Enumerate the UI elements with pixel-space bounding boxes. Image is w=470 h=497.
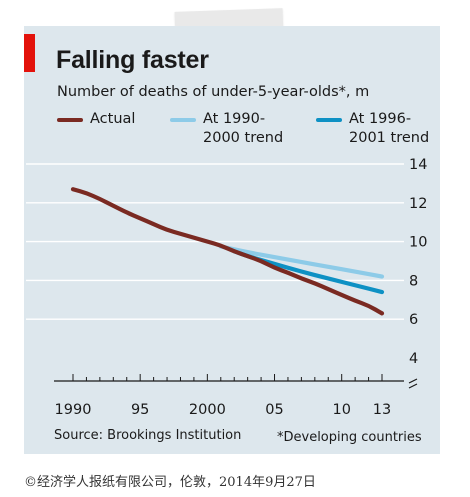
legend-swatch-trend-1996 — [316, 118, 342, 122]
legend-item-trend-1990: At 1990- 2000 trend — [170, 110, 300, 150]
legend-swatch-actual — [57, 118, 83, 122]
y-tick-label-4: 4 — [409, 351, 418, 367]
gridlines — [26, 163, 404, 320]
series-line-0 — [70, 187, 385, 316]
chart-subtitle: Number of deaths of under-5-year-olds*, … — [57, 84, 370, 100]
x-tick-label-1990: 1990 — [55, 402, 92, 418]
red-accent-bar — [24, 34, 35, 72]
y-tick-label-6: 6 — [409, 312, 418, 328]
copyright-line: ©经济学人报纸有限公司，伦敦，2014年9月27日 — [24, 475, 316, 490]
chart-panel — [24, 26, 440, 454]
x-tick-label-2013: 13 — [373, 402, 391, 418]
legend-label-trend-1990: At 1990- 2000 trend — [203, 111, 284, 146]
y-tick-label-14: 14 — [409, 157, 427, 173]
x-tick-label-2000: 2000 — [189, 402, 226, 418]
legend-label-trend-1996: At 1996- 2001 trend — [349, 111, 430, 146]
chart-title: Falling faster — [56, 46, 209, 74]
y-tick-label-8: 8 — [409, 273, 418, 289]
x-tick-label-2010: 10 — [332, 402, 350, 418]
x-tick-label-2005: 05 — [265, 402, 283, 418]
axis-break-mark — [408, 378, 418, 389]
legend-item-trend-1996: At 1996- 2001 trend — [316, 110, 440, 150]
source-note: Source: Brookings Institution — [54, 428, 242, 443]
footnote: *Developing countries — [277, 430, 422, 445]
legend-item-actual: Actual — [57, 110, 157, 150]
series-lines — [70, 187, 385, 316]
x-axis: 1990 95 2000 05 10 13 — [54, 374, 418, 418]
y-tick-labels: 4 6 8 10 12 14 — [409, 157, 427, 367]
legend-swatch-trend-1990 — [170, 118, 196, 122]
legend-label-actual: Actual — [90, 111, 136, 127]
y-tick-label-12: 12 — [409, 196, 427, 212]
y-tick-label-10: 10 — [409, 235, 427, 251]
x-tick-label-1995: 95 — [131, 402, 149, 418]
